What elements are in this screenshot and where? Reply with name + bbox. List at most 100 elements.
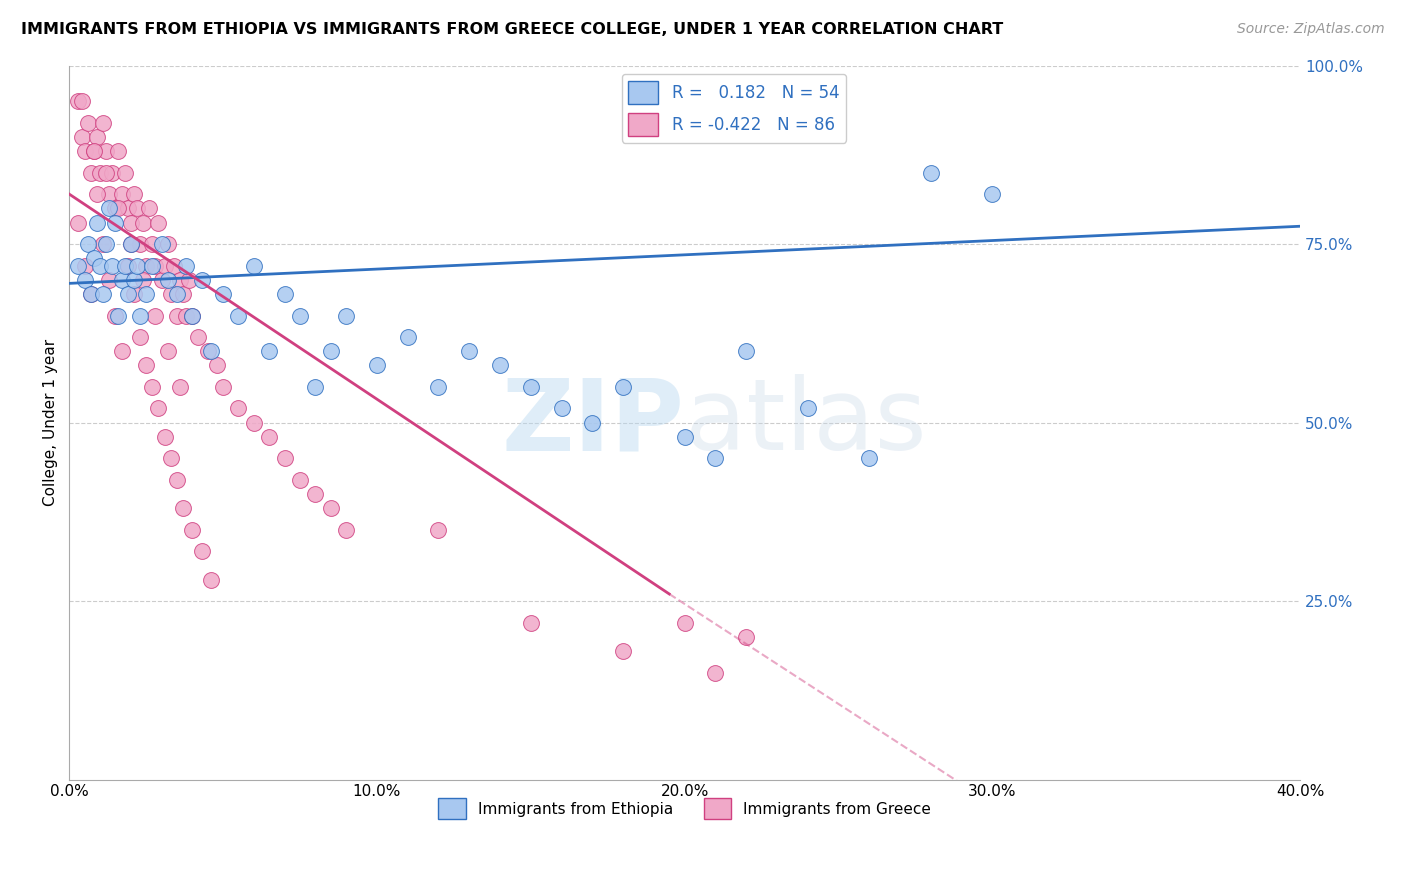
Point	[163, 259, 186, 273]
Point	[104, 216, 127, 230]
Point	[335, 523, 357, 537]
Point	[101, 259, 124, 273]
Point	[159, 287, 181, 301]
Point	[288, 473, 311, 487]
Point	[96, 237, 118, 252]
Point	[114, 259, 136, 273]
Point	[110, 187, 132, 202]
Point	[520, 615, 543, 630]
Point	[101, 166, 124, 180]
Point	[427, 380, 450, 394]
Point	[181, 309, 204, 323]
Point	[129, 237, 152, 252]
Point	[156, 273, 179, 287]
Point	[122, 187, 145, 202]
Point	[169, 380, 191, 394]
Point	[304, 487, 326, 501]
Point	[132, 216, 155, 230]
Point	[150, 273, 173, 287]
Point	[83, 145, 105, 159]
Point	[114, 166, 136, 180]
Point	[145, 259, 167, 273]
Point	[107, 309, 129, 323]
Point	[704, 451, 727, 466]
Point	[920, 166, 942, 180]
Point	[228, 401, 250, 416]
Point	[83, 145, 105, 159]
Point	[120, 216, 142, 230]
Point	[96, 166, 118, 180]
Point	[76, 116, 98, 130]
Point	[396, 330, 419, 344]
Point	[612, 380, 634, 394]
Point	[174, 309, 197, 323]
Point	[228, 309, 250, 323]
Point	[104, 202, 127, 216]
Point	[212, 380, 235, 394]
Point	[141, 237, 163, 252]
Point	[73, 273, 96, 287]
Point	[273, 287, 295, 301]
Point	[80, 287, 103, 301]
Point	[673, 430, 696, 444]
Point	[73, 259, 96, 273]
Point	[156, 344, 179, 359]
Point	[458, 344, 481, 359]
Point	[110, 273, 132, 287]
Point	[200, 344, 222, 359]
Y-axis label: College, Under 1 year: College, Under 1 year	[44, 339, 58, 506]
Point	[98, 202, 121, 216]
Point	[153, 430, 176, 444]
Point	[288, 309, 311, 323]
Point	[104, 309, 127, 323]
Point	[335, 309, 357, 323]
Point	[858, 451, 880, 466]
Point	[117, 202, 139, 216]
Point	[197, 344, 219, 359]
Point	[520, 380, 543, 394]
Point	[673, 615, 696, 630]
Point	[107, 202, 129, 216]
Point	[110, 344, 132, 359]
Point	[76, 237, 98, 252]
Point	[273, 451, 295, 466]
Point	[86, 130, 108, 145]
Point	[172, 501, 194, 516]
Point	[135, 287, 157, 301]
Point	[148, 401, 170, 416]
Point	[138, 202, 160, 216]
Point	[98, 273, 121, 287]
Point	[67, 216, 90, 230]
Point	[612, 644, 634, 658]
Point	[156, 237, 179, 252]
Point	[704, 665, 727, 680]
Point	[166, 309, 188, 323]
Point	[91, 287, 114, 301]
Point	[89, 166, 111, 180]
Point	[243, 416, 266, 430]
Point	[117, 259, 139, 273]
Point	[489, 359, 512, 373]
Point	[122, 273, 145, 287]
Point	[80, 166, 103, 180]
Point	[166, 287, 188, 301]
Point	[117, 287, 139, 301]
Point	[200, 573, 222, 587]
Point	[190, 544, 212, 558]
Point	[125, 202, 148, 216]
Point	[181, 523, 204, 537]
Point	[86, 216, 108, 230]
Text: atlas: atlas	[685, 374, 927, 471]
Point	[166, 473, 188, 487]
Point	[70, 95, 93, 109]
Point	[304, 380, 326, 394]
Point	[550, 401, 572, 416]
Point	[70, 130, 93, 145]
Point	[159, 451, 181, 466]
Point	[141, 380, 163, 394]
Point	[80, 287, 103, 301]
Point	[125, 259, 148, 273]
Point	[135, 259, 157, 273]
Point	[83, 252, 105, 266]
Point	[427, 523, 450, 537]
